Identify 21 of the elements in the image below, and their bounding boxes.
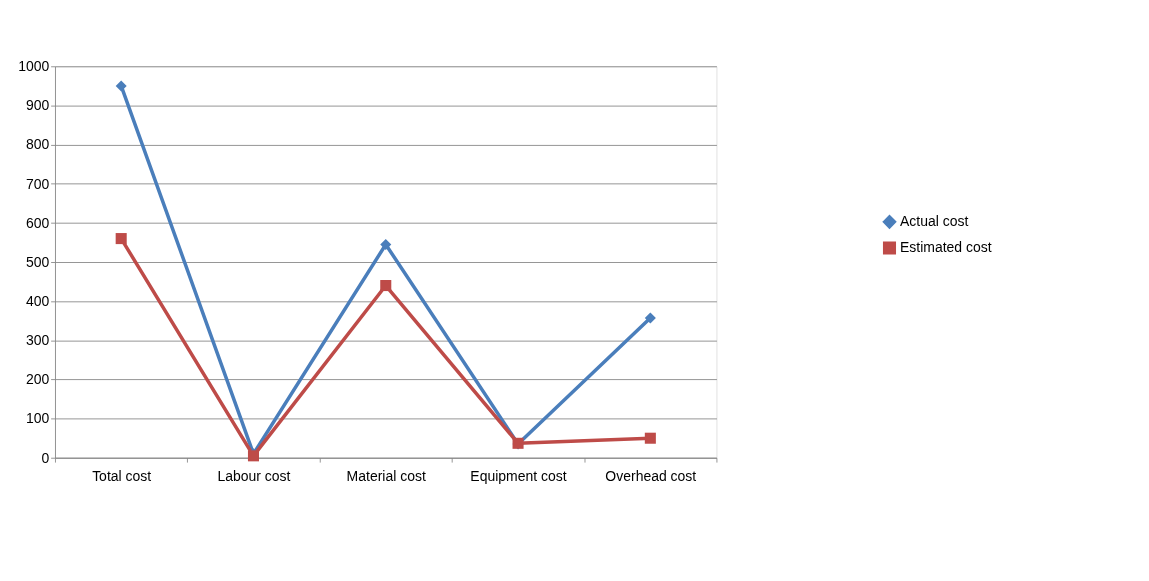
y-tick-label: 100 bbox=[26, 410, 50, 427]
y-tick-label: 0 bbox=[41, 449, 50, 466]
y-tick-label: 700 bbox=[26, 175, 50, 192]
y-tick-label: 400 bbox=[26, 293, 50, 310]
y-tick-label: 1000 bbox=[18, 58, 50, 75]
y-tick-label: 600 bbox=[26, 214, 50, 231]
legend-label: Estimated cost bbox=[899, 239, 992, 256]
point bbox=[380, 238, 392, 250]
point bbox=[115, 233, 127, 245]
x-tick-label: Equipment cost bbox=[470, 467, 567, 484]
x-tick-label: Total cost bbox=[92, 467, 152, 484]
x-tick-label: Material cost bbox=[346, 467, 426, 484]
x-tick-label: Overhead cost bbox=[605, 467, 697, 484]
x-tick-label: Labour cost bbox=[217, 467, 291, 484]
y-tick-label: 300 bbox=[26, 332, 50, 349]
legend-label: Actual cost bbox=[899, 213, 969, 230]
y-tick-label: 200 bbox=[26, 371, 50, 388]
point bbox=[380, 280, 392, 292]
y-tick-label: 500 bbox=[26, 253, 50, 270]
y-tick-label: 800 bbox=[26, 136, 50, 153]
y-tick-label: 900 bbox=[26, 97, 50, 114]
